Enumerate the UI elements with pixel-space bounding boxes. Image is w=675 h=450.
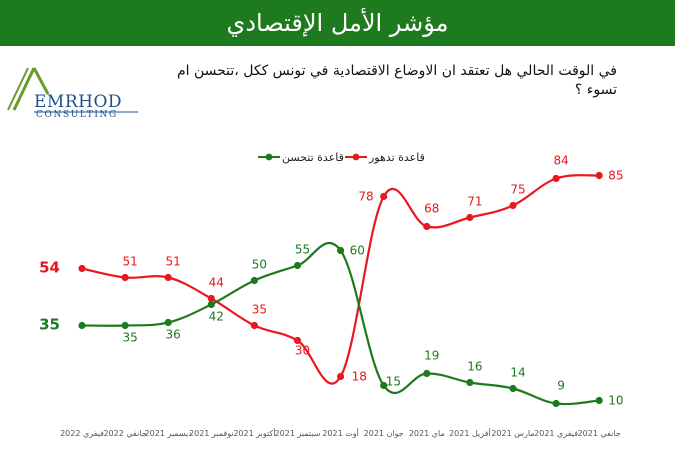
x-tick-label: جانفي 2022 [103,429,146,438]
data-point [595,396,603,405]
x-tick-label: ديسمبر 2021 [145,429,193,438]
x-tick-label: أوت 2021 [322,428,359,438]
page-title: مؤشر الأمل الإقتصادي [0,0,675,46]
data-point [121,273,129,282]
data-label: 68 [424,202,439,216]
legend-marker [352,153,360,161]
data-point [380,381,388,390]
data-label: 19 [424,349,439,363]
data-label: 16 [467,360,482,374]
data-label: 18 [352,370,367,384]
data-point [595,171,603,180]
x-tick-label: أفريل 2021 [449,428,491,438]
data-point [509,201,517,210]
data-label: 36 [166,328,181,342]
data-point [250,321,258,330]
data-label: 71 [467,195,482,209]
data-point [293,261,302,270]
x-tick-label: نوفمبر 2021 [189,429,234,438]
data-label: 42 [209,310,224,324]
data-label: 14 [510,366,525,380]
data-point [423,369,431,378]
data-label: 10 [608,394,623,408]
data-point [78,321,86,330]
data-label: 51 [122,255,137,269]
legend-label: قاعدة تتحسن [282,151,344,164]
x-tick-label: جوان 2021 [364,429,404,438]
data-point [78,264,86,273]
data-point [466,378,474,387]
x-tick-label: ماي 2021 [409,429,445,438]
x-tick-label: أكتوبر 2021 [233,428,275,438]
x-tick-label: فيفري 2021 [534,429,578,438]
x-tick-label: فيفري 2022 [60,429,104,438]
data-point [121,321,129,330]
data-label: 85 [608,169,623,183]
data-point [552,399,560,408]
data-point [380,192,388,201]
data-point [552,174,560,183]
data-label: 60 [350,244,365,258]
data-point [509,384,517,393]
data-label: 50 [252,258,267,272]
data-point [423,222,431,231]
data-label: 35 [39,316,60,334]
data-point [207,300,215,309]
data-label: 78 [358,190,373,204]
data-label: 51 [166,255,181,269]
legend-label: قاعدة تدهور [368,151,425,164]
data-label: 44 [209,276,224,290]
data-label: 35 [252,303,267,317]
data-label: 84 [553,154,568,168]
logo-subtitle: CONSULTING [36,110,118,120]
data-label: 30 [295,344,310,358]
emrhod-logo-icon [7,67,138,113]
x-tick-label: جانفي 2021 [578,429,621,438]
data-label: 9 [557,379,565,393]
logo-name: EMRHOD [34,92,123,112]
data-point [164,318,172,327]
legend-marker [265,153,273,161]
series-line [81,174,600,385]
data-label: 15 [386,375,401,389]
data-label: 55 [295,243,310,257]
data-point [250,276,258,285]
data-point [337,246,345,255]
data-point [164,273,172,282]
data-point [293,336,302,345]
data-point [466,213,474,222]
data-point [337,372,345,381]
x-tick-label: سبتمبر 2021 [275,429,321,438]
data-label: 35 [122,331,137,345]
survey-question: في الوقت الحالي هل تعتقد ان الاوضاع الاق… [176,63,617,98]
data-label: 75 [510,183,525,197]
x-tick-label: مارس 2021 [491,429,534,438]
data-label: 54 [39,259,60,277]
data-point [207,294,215,303]
